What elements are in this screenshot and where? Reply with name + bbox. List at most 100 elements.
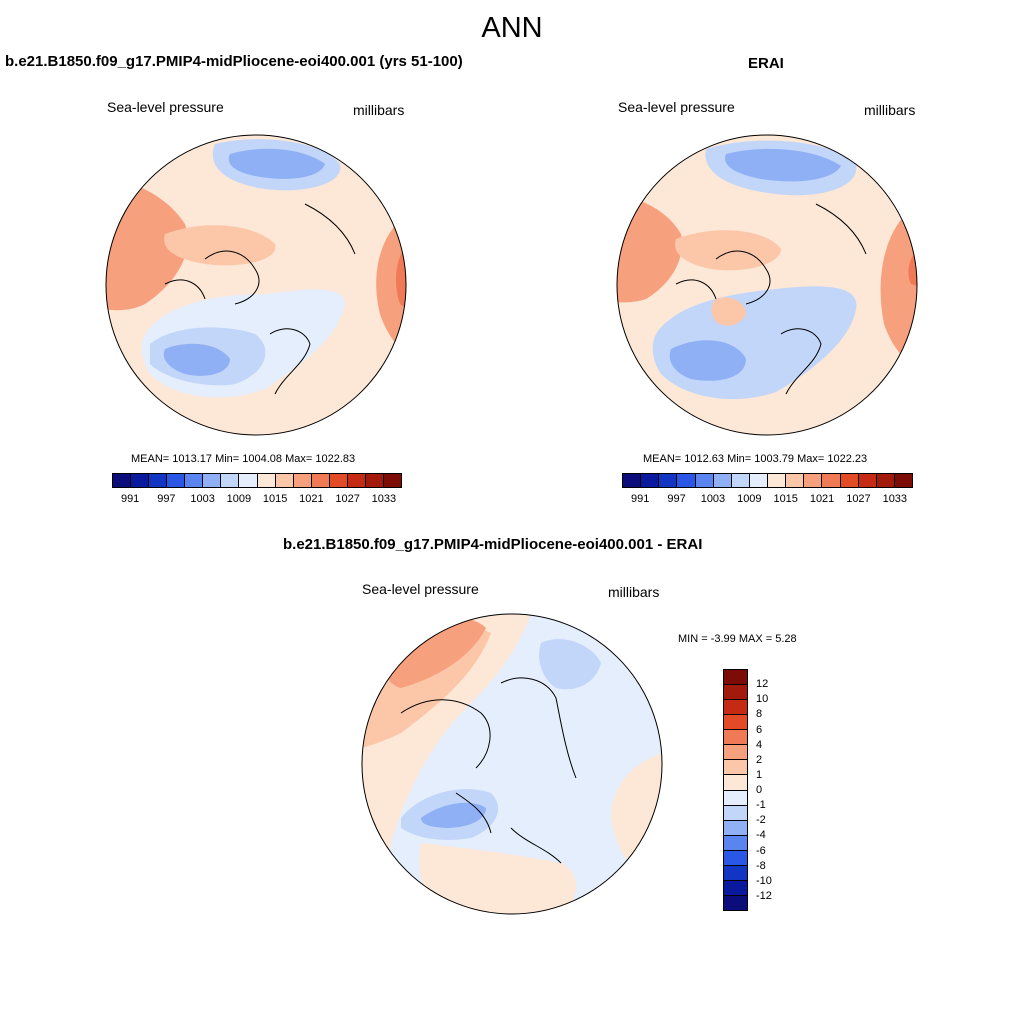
obs-high-east — [880, 204, 917, 369]
diff-units-label: millibars — [608, 584, 660, 600]
figure-title: ANN — [481, 12, 543, 44]
model-coastline — [164, 203, 356, 395]
obs-high-west — [617, 194, 682, 303]
diff-colorbar-cell — [724, 715, 747, 731]
obs-colorbar-tick-label: 1009 — [737, 493, 762, 505]
diff-stats: MIN = -3.99 MAX = 5.28 — [678, 633, 797, 645]
diff-variable-label: Sea-level pressure — [362, 581, 479, 597]
obs-colorbar-tick-label: 997 — [667, 493, 686, 505]
obs-colorbar-tick-label: 991 — [631, 493, 650, 505]
obs-stats: MEAN= 1012.63 Min= 1003.79 Max= 1022.23 — [643, 453, 868, 465]
diff-colorbar-tick-label: 8 — [756, 708, 763, 721]
model-colorbar-cell — [239, 474, 258, 487]
obs-colorbar-cell — [677, 474, 696, 487]
model-colorbar-cell — [293, 474, 312, 487]
model-colorbar-tick-label: 1003 — [190, 493, 215, 505]
obs-colorbar-tick-label: 1033 — [882, 493, 908, 505]
obs-colorbar-cell — [695, 474, 714, 487]
diff-colorbar-tick-label: 1 — [756, 768, 763, 781]
obs-colorbar-cell — [659, 474, 678, 487]
obs-colorbar-cell — [768, 474, 787, 487]
diff-colorbar-cell — [724, 790, 747, 806]
model-colorbar — [112, 473, 402, 488]
diff-colorbar-tick-label: -10 — [756, 874, 772, 887]
obs-low-north-core — [725, 148, 841, 182]
diff-colorbar-tick-label: -12 — [756, 889, 772, 902]
diff-colorbar-cell — [724, 895, 747, 910]
diff-colorbar-tick-label: 12 — [756, 678, 769, 691]
obs-colorbar-cell — [804, 474, 823, 487]
model-colorbar-cell — [149, 474, 168, 487]
diff-negative-northeast — [539, 639, 601, 690]
diff-colorbar-cell — [724, 760, 747, 776]
diff-colorbar-cell — [724, 670, 747, 686]
diff-colorbar-tick-label: -8 — [756, 859, 766, 872]
model-colorbar-tick-label: 991 — [120, 493, 140, 505]
diff-colorbar-cell — [724, 850, 747, 866]
diff-polar-map — [361, 613, 663, 915]
obs-colorbar-cell — [749, 474, 768, 487]
model-high-east — [376, 214, 406, 354]
model-low-north-core — [228, 148, 325, 179]
diff-colorbar — [723, 669, 748, 911]
model-colorbar-cell — [365, 474, 384, 487]
model-colorbar-cell — [221, 474, 240, 487]
obs-colorbar-cell — [641, 474, 660, 487]
model-colorbar-cell — [311, 474, 330, 487]
model-colorbar-cell — [167, 474, 186, 487]
model-units-label: millibars — [353, 102, 405, 118]
diff-colorbar-cell — [724, 685, 747, 701]
model-variable-label: Sea-level pressure — [107, 99, 224, 115]
diff-colorbar-cell — [724, 835, 747, 851]
model-colorbar-tick-label: 1021 — [299, 493, 324, 505]
model-colorbar-cell — [347, 474, 366, 487]
model-colorbar-tick-label: 1027 — [335, 493, 360, 505]
obs-colorbar-tick-label: 1015 — [773, 493, 798, 505]
model-colorbar-cell — [383, 474, 401, 487]
obs-colorbar-cell — [623, 474, 642, 487]
diff-colorbar-cell — [724, 775, 747, 791]
obs-colorbar-cell — [840, 474, 859, 487]
diff-colorbar-tick-label: -6 — [756, 844, 766, 857]
obs-coastline — [675, 203, 867, 395]
diff-colorbar-cell — [724, 805, 747, 821]
obs-colorbar-cell — [876, 474, 895, 487]
diff-colorbar-tick-label: -2 — [756, 814, 766, 827]
model-colorbar-cell — [275, 474, 294, 487]
obs-colorbar-cell — [858, 474, 877, 487]
obs-colorbar-tick-label: 1021 — [809, 493, 835, 505]
obs-panel-title: ERAI — [748, 55, 784, 72]
diff-colorbar-cell — [724, 880, 747, 896]
model-colorbar-cell — [203, 474, 222, 487]
diff-colorbar-cell — [724, 700, 747, 716]
model-stats: MEAN= 1013.17 Min= 1004.08 Max= 1022.83 — [131, 453, 356, 465]
diff-colorbar-cell — [724, 865, 747, 881]
diff-colorbar-tick-label: 4 — [756, 738, 763, 751]
diff-negative-atlantic-core — [421, 802, 486, 828]
model-colorbar-cell — [113, 474, 132, 487]
obs-colorbar-cell — [786, 474, 805, 487]
model-colorbar-tick-label: 1015 — [262, 493, 288, 505]
diff-colorbar-cell — [724, 820, 747, 836]
model-colorbar-cell — [185, 474, 204, 487]
diff-coastline — [400, 677, 577, 864]
obs-icelandic-low-core — [669, 340, 746, 381]
obs-colorbar-cell — [731, 474, 750, 487]
obs-variable-label: Sea-level pressure — [618, 99, 735, 115]
diff-colorbar-tick-label: -4 — [756, 829, 766, 842]
diff-colorbar-cell — [724, 745, 747, 761]
diff-colorbar-tick-label: 2 — [756, 753, 763, 766]
obs-colorbar-cell — [894, 474, 912, 487]
model-colorbar-tick-label: 1009 — [226, 493, 252, 505]
obs-units-label: millibars — [864, 102, 916, 118]
obs-polar-map — [616, 134, 918, 436]
model-colorbar-cell — [257, 474, 276, 487]
obs-arctic-center — [711, 297, 746, 326]
model-colorbar-cell — [131, 474, 150, 487]
obs-colorbar-cell — [713, 474, 732, 487]
diff-colorbar-cell — [724, 730, 747, 746]
obs-ridge-mid — [675, 230, 781, 271]
model-panel-title: b.e21.B1850.f09_g17.PMIP4-midPliocene-eo… — [5, 53, 463, 70]
diff-colorbar-tick-label: 6 — [756, 723, 763, 736]
diff-colorbar-tick-label: 0 — [756, 784, 763, 796]
